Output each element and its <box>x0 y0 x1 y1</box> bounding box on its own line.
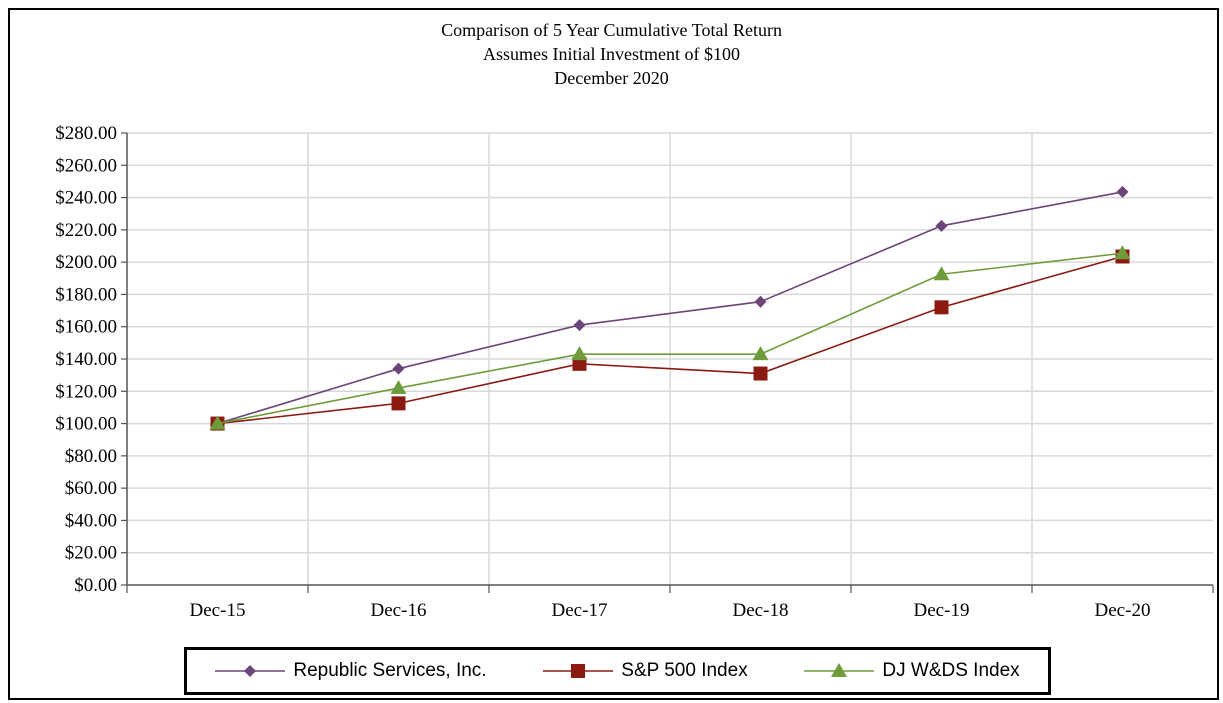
republic-services-point <box>754 295 767 308</box>
x-tick-label: Dec-15 <box>190 600 246 621</box>
y-tick-label: $20.00 <box>65 543 117 564</box>
y-tick-label: $280.00 <box>55 123 117 144</box>
republic-services-point <box>935 219 948 232</box>
y-tick-label: $160.00 <box>55 317 117 338</box>
legend-label-dj-wds: DJ W&DS Index <box>882 660 1020 681</box>
y-tick-label: $0.00 <box>74 575 117 596</box>
dj-wds-line <box>217 252 1123 425</box>
dj-wds-point <box>752 346 769 361</box>
legend-item-sp500: S&P 500 Index <box>543 660 748 682</box>
x-tick-label: Dec-19 <box>914 600 970 621</box>
chart-legend: Republic Services, Inc. S&P 500 Index DJ W… <box>184 647 1051 695</box>
y-tick-label: $240.00 <box>55 188 117 209</box>
legend-swatch-dj-wds <box>804 663 875 677</box>
sp500-point <box>572 356 587 371</box>
legend-label-sp500: S&P 500 Index <box>621 660 748 681</box>
chart-title: Comparison of 5 Year Cumulative Total Re… <box>441 20 782 40</box>
x-tick-label: Dec-17 <box>552 600 608 621</box>
x-tick-label: Dec-18 <box>733 600 789 621</box>
dj-wds-point <box>571 346 588 361</box>
legend-swatch-sp500 <box>543 664 614 678</box>
dj-wds-point <box>933 266 950 281</box>
legend-swatch-republic-services <box>215 665 286 677</box>
republic-services-line <box>217 191 1123 425</box>
y-tick-label: $140.00 <box>55 349 117 370</box>
x-tick-label: Dec-20 <box>1095 600 1151 621</box>
y-tick-label: $60.00 <box>65 478 117 499</box>
sp500-line <box>217 255 1123 425</box>
sp500-point <box>753 366 768 381</box>
republic-services-point <box>573 319 586 332</box>
y-tick-label: $80.00 <box>65 446 117 467</box>
dj-wds-point <box>209 415 226 430</box>
y-tick-label: $180.00 <box>55 284 117 305</box>
chart-date-label: December 2020 <box>554 68 669 88</box>
legend-item-republic-services: Republic Services, Inc. <box>215 660 487 682</box>
sp500-point <box>391 396 406 411</box>
y-tick-label: $120.00 <box>55 381 117 402</box>
republic-services-point <box>392 362 405 375</box>
legend-label-republic-services: Republic Services, Inc. <box>293 660 487 681</box>
x-tick-label: Dec-16 <box>371 600 427 621</box>
y-tick-label: $100.00 <box>55 414 117 435</box>
republic-services-point <box>1116 185 1129 198</box>
dj-wds-point <box>1114 245 1131 260</box>
legend-item-dj-wds: DJ W&DS Index <box>804 660 1020 682</box>
sp500-point <box>934 300 949 315</box>
chart-title-block: Comparison of 5 Year Cumulative Total Re… <box>0 18 1223 90</box>
chart-subtitle: Assumes Initial Investment of $100 <box>483 44 740 64</box>
y-tick-label: $200.00 <box>55 252 117 273</box>
y-tick-label: $40.00 <box>65 510 117 531</box>
y-tick-label: $220.00 <box>55 220 117 241</box>
y-tick-label: $260.00 <box>55 155 117 176</box>
dj-wds-point <box>390 380 407 395</box>
